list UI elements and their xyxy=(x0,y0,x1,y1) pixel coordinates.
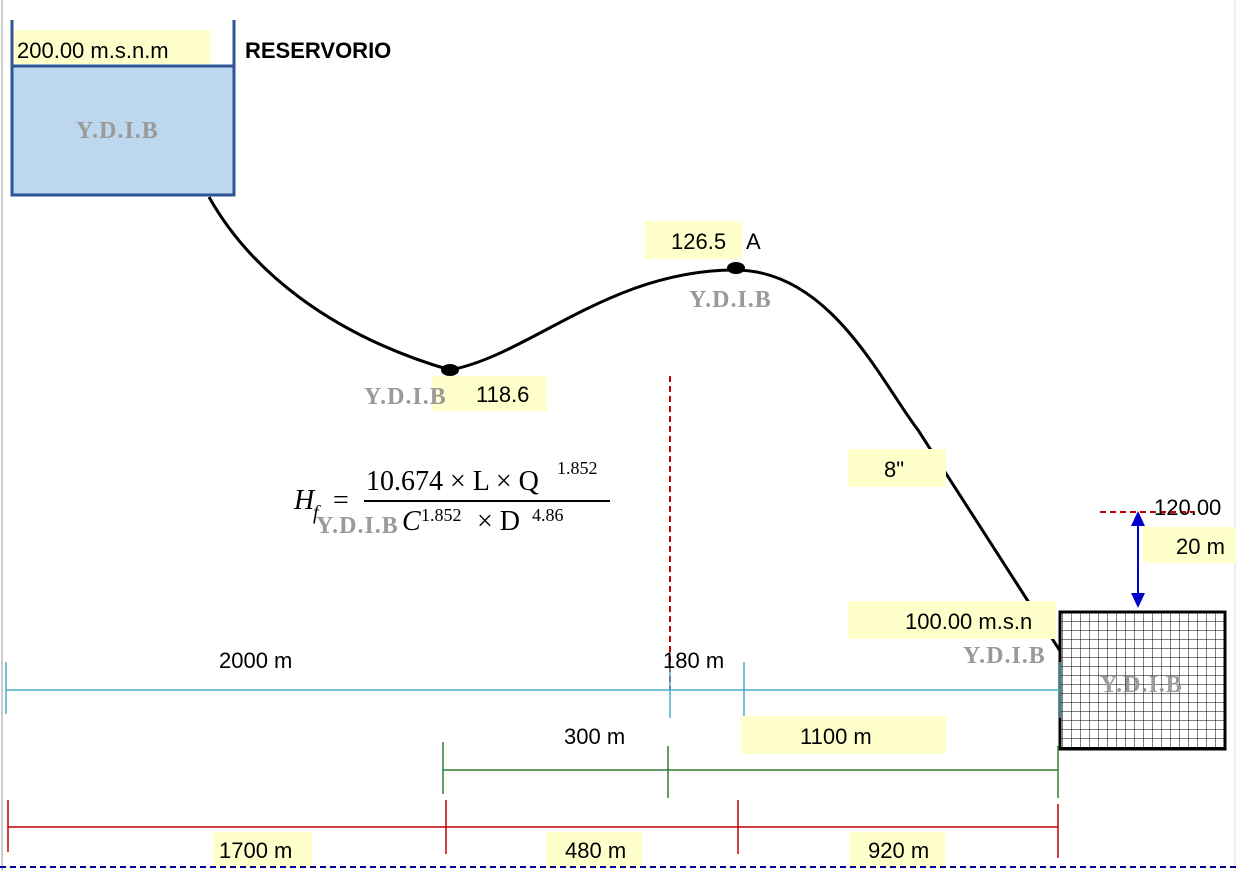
low-point-elevation: 118.6 xyxy=(476,382,529,407)
head-highlight xyxy=(1143,527,1236,563)
peak-point-highlight xyxy=(645,221,742,259)
reservoir-name: RESERVORIO xyxy=(245,38,391,63)
formula-den-D-exp: 4.86 xyxy=(532,505,564,525)
peak-point-marker xyxy=(727,262,745,274)
dimension-row-3: 1700 m 480 m 920 m xyxy=(7,800,1059,868)
reservoir-body xyxy=(10,64,236,197)
pipe-profile xyxy=(207,196,1064,655)
tank-top-level: 120.00 xyxy=(1154,495,1221,520)
row2-label-1: 300 m xyxy=(564,724,625,749)
discharge-tank xyxy=(1058,610,1227,751)
formula-den-mid: × D xyxy=(477,506,520,537)
watermark-tank-left: Y.D.I.B xyxy=(963,643,1046,669)
row3-label-1: 1700 m xyxy=(219,838,292,863)
row3-highlight-3 xyxy=(849,832,945,868)
head-arrow-up xyxy=(1131,511,1145,526)
hazen-williams-formula: H f = 10.674 × L × Q 1.852 C 1.852 × D 4… xyxy=(293,458,610,539)
pipe-diameter: 8" xyxy=(884,457,904,482)
watermark-reservoir: Y.D.I.B xyxy=(76,118,159,144)
low-point-marker xyxy=(441,364,459,376)
dimension-row-1: 2000 m 180 m xyxy=(5,648,1061,718)
row3-highlight-2 xyxy=(546,832,642,868)
head-difference: 20 m xyxy=(1176,534,1225,559)
row2-highlight xyxy=(741,716,946,754)
formula-sub-f: f xyxy=(313,502,321,524)
formula-num-exp: 1.852 xyxy=(557,458,598,478)
watermark-low: Y.D.I.B xyxy=(364,384,447,410)
low-point-highlight xyxy=(432,376,547,411)
reservoir: 200.00 m.s.n.m RESERVORIO Y.D.I.B xyxy=(10,20,391,197)
formula-H: H xyxy=(293,485,316,516)
row1-label-2: 180 m xyxy=(663,648,724,673)
tank-base-highlight xyxy=(848,601,1056,639)
tank-base-elevation: 100.00 m.s.n xyxy=(905,609,1032,634)
watermark-formula: Y.D.I.B xyxy=(316,513,399,539)
peak-point-name: A xyxy=(746,229,761,254)
watermark-peak: Y.D.I.B xyxy=(689,287,772,313)
reservoir-label-highlight xyxy=(13,30,211,64)
formula-equals: = xyxy=(333,485,349,516)
row3-highlight-1 xyxy=(213,832,312,868)
peak-point-elevation: 126.5 xyxy=(671,229,726,254)
formula-numerator: 10.674 × L × Q xyxy=(366,466,539,497)
diameter-highlight xyxy=(848,449,946,487)
watermark-tank: Y.D.I.B xyxy=(1100,672,1183,698)
head-arrow-down xyxy=(1131,593,1145,608)
row1-label-1: 2000 m xyxy=(219,648,292,673)
formula-den-C-exp: 1.852 xyxy=(421,505,462,525)
row3-label-3: 920 m xyxy=(868,838,929,863)
dimension-row-2: 300 m 1100 m xyxy=(442,716,1059,798)
reservoir-elevation: 200.00 m.s.n.m xyxy=(17,38,169,63)
row3-label-2: 480 m xyxy=(565,838,626,863)
formula-den-C: C xyxy=(402,506,421,537)
row2-label-2: 1100 m xyxy=(800,724,872,749)
